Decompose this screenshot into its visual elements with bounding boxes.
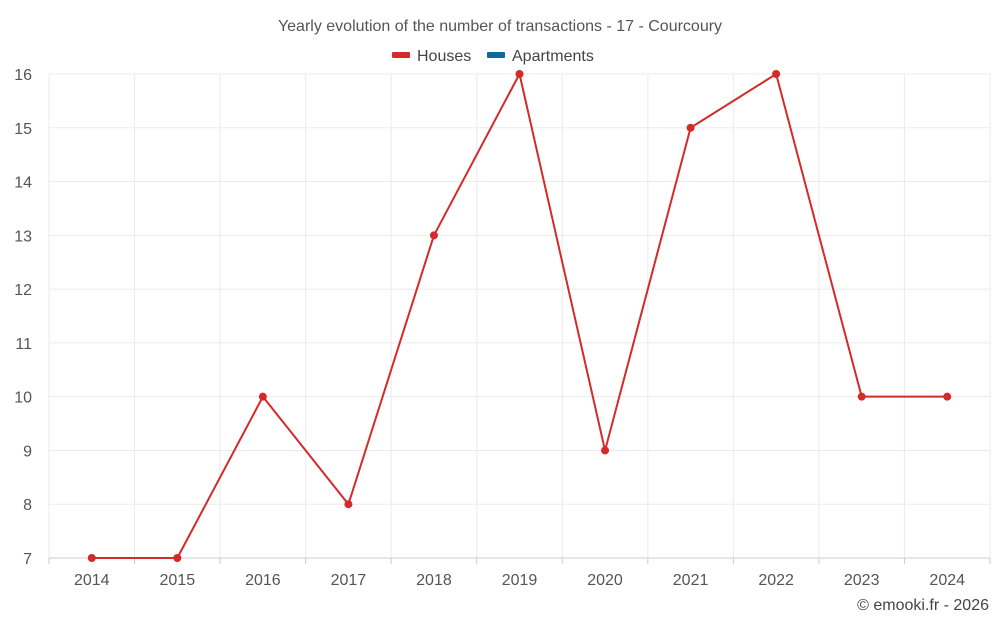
axes: 7 8 9 10 11 12 13 14 15 16 2014 2015 2016 2017 2018 201… (14, 67, 991, 589)
plot-series (87, 70, 952, 562)
y-tick-label: 12 (14, 282, 32, 299)
y-tick-label: 9 (23, 443, 32, 460)
data-point-houses-2019[interactable] (515, 70, 524, 78)
y-tick-label: 15 (14, 121, 32, 138)
chart-title: Yearly evolution of the number of transa… (278, 18, 722, 35)
legend-item-houses[interactable]: Houses (392, 48, 471, 65)
y-tick-label: 11 (15, 336, 32, 353)
credit-text: © emooki.fr - 2026 (857, 597, 989, 614)
data-point-houses-2017[interactable] (344, 500, 353, 509)
legend-label-houses: Houses (417, 48, 471, 65)
legend-swatch-apartments (487, 52, 505, 58)
x-tick-label: 2018 (416, 572, 452, 589)
data-point-houses-2018[interactable] (429, 231, 438, 240)
x-tick-label: 2020 (587, 572, 623, 589)
x-tick-label: 2023 (844, 572, 880, 589)
legend-item-apartments[interactable]: Apartments (487, 48, 594, 65)
x-tick-label: 2014 (74, 572, 110, 589)
y-tick-label: 8 (23, 497, 32, 514)
x-tick-label: 2019 (502, 572, 538, 589)
y-tick-label: 7 (23, 551, 32, 568)
y-tick-label: 14 (14, 175, 32, 192)
y-tick-label: 16 (14, 67, 32, 84)
gridlines (48, 73, 991, 558)
legend: Houses Apartments (392, 48, 594, 65)
x-tick-label: 2015 (160, 572, 196, 589)
data-point-houses-2022[interactable] (772, 70, 781, 78)
y-tick-label: 10 (14, 390, 32, 407)
data-point-houses-2016[interactable] (258, 392, 267, 401)
x-tick-label: 2024 (929, 572, 965, 589)
x-tick-label: 2016 (245, 572, 281, 589)
data-point-houses-2014[interactable] (87, 554, 96, 562)
y-tick-label: 13 (14, 228, 32, 245)
legend-swatch-houses (392, 52, 410, 58)
x-tick-label: 2021 (673, 572, 709, 589)
x-tick-label: 2022 (758, 572, 794, 589)
data-point-houses-2020[interactable] (601, 446, 610, 455)
data-point-houses-2015[interactable] (173, 554, 182, 562)
data-point-houses-2023[interactable] (857, 392, 866, 401)
x-tick-label: 2017 (331, 572, 367, 589)
data-point-houses-2021[interactable] (686, 123, 695, 132)
data-point-houses-2024[interactable] (943, 392, 952, 401)
legend-label-apartments: Apartments (512, 48, 594, 65)
